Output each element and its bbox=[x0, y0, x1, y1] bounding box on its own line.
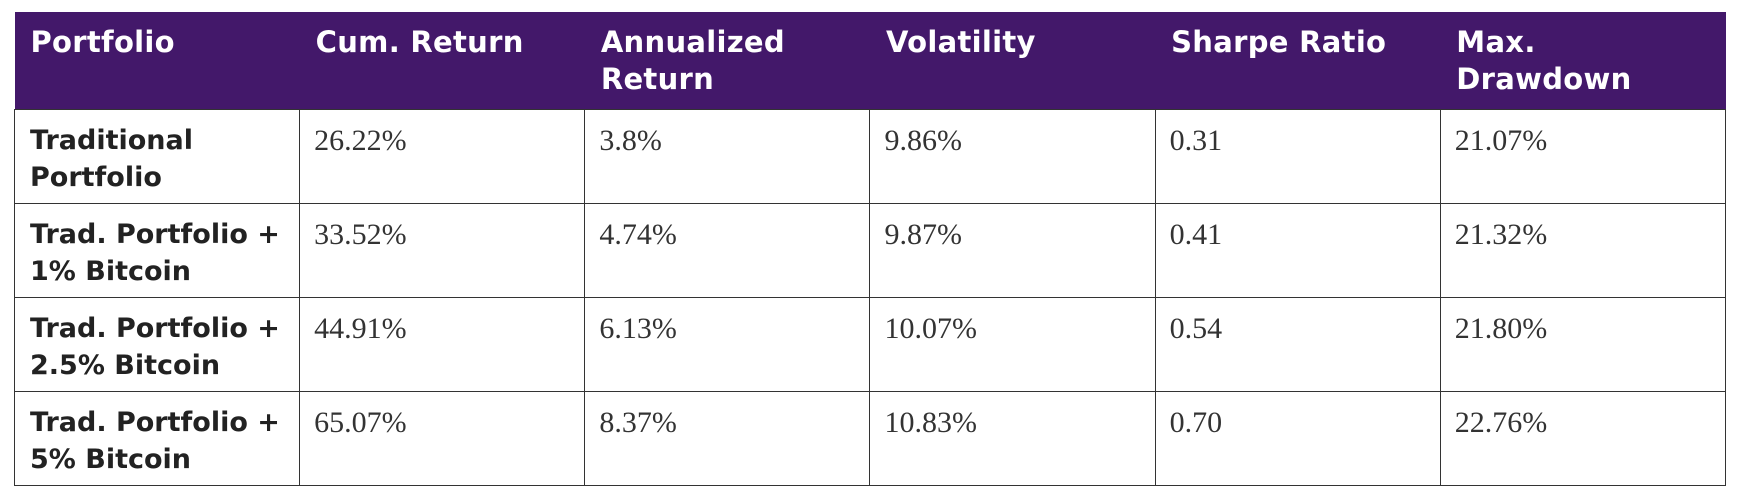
header-row: Portfolio Cum. Return Annualized Return … bbox=[14, 12, 1726, 109]
cell-volatility: 10.83% bbox=[869, 390, 1156, 486]
cell-volatility: 9.87% bbox=[869, 202, 1156, 298]
table-body: Traditional Portfolio 26.22% 3.8% 9.86% … bbox=[13, 108, 1727, 486]
cell-annualized-return: 6.13% bbox=[584, 296, 871, 392]
row-label-5pct-bitcoin: Trad. Portfolio + 5% Bitcoin bbox=[13, 390, 301, 486]
cell-max-drawdown: 21.32% bbox=[1439, 202, 1727, 298]
header-volatility: Volatility bbox=[885, 25, 1036, 59]
cell-cum-return: 44.91% bbox=[299, 296, 586, 392]
header-sharpe-ratio: Sharpe Ratio bbox=[1171, 25, 1387, 59]
cell-cum-return: 65.07% bbox=[299, 390, 586, 486]
table-row: Traditional Portfolio 26.22% 3.8% 9.86% … bbox=[13, 108, 1727, 204]
row-label-2-5pct-bitcoin: Trad. Portfolio + 2.5% Bitcoin bbox=[13, 296, 301, 392]
header-cum-return: Cum. Return bbox=[315, 25, 524, 59]
cell-sharpe-ratio: 0.41 bbox=[1154, 202, 1441, 298]
cell-volatility: 9.86% bbox=[869, 108, 1156, 204]
table-row: Trad. Portfolio + 5% Bitcoin 65.07% 8.37… bbox=[13, 390, 1727, 486]
portfolio-performance-table: Portfolio Cum. Return Annualized Return … bbox=[13, 12, 1727, 486]
cell-max-drawdown: 21.07% bbox=[1439, 108, 1727, 204]
cell-sharpe-ratio: 0.54 bbox=[1154, 296, 1441, 392]
header-max-drawdown: Max. Drawdown bbox=[1456, 25, 1632, 96]
cell-max-drawdown: 21.80% bbox=[1439, 296, 1727, 392]
portfolio-performance-table-container: Portfolio Cum. Return Annualized Return … bbox=[13, 12, 1727, 486]
cell-max-drawdown: 22.76% bbox=[1439, 390, 1727, 486]
cell-volatility: 10.07% bbox=[869, 296, 1156, 392]
cell-sharpe-ratio: 0.70 bbox=[1154, 390, 1441, 486]
table-header: Portfolio Cum. Return Annualized Return … bbox=[14, 12, 1726, 109]
cell-cum-return: 33.52% bbox=[299, 202, 586, 298]
cell-cum-return: 26.22% bbox=[299, 108, 586, 204]
table-row: Trad. Portfolio + 1% Bitcoin 33.52% 4.74… bbox=[13, 202, 1727, 298]
cell-annualized-return: 8.37% bbox=[584, 390, 871, 486]
cell-annualized-return: 4.74% bbox=[584, 202, 871, 298]
row-label-traditional-portfolio: Traditional Portfolio bbox=[13, 108, 301, 204]
table-row: Trad. Portfolio + 2.5% Bitcoin 44.91% 6.… bbox=[13, 296, 1727, 392]
cell-sharpe-ratio: 0.31 bbox=[1154, 108, 1441, 204]
header-annualized-return: Annualized Return bbox=[600, 25, 785, 96]
cell-annualized-return: 3.8% bbox=[584, 108, 871, 204]
row-label-1pct-bitcoin: Trad. Portfolio + 1% Bitcoin bbox=[13, 202, 301, 298]
header-portfolio: Portfolio bbox=[30, 25, 175, 59]
